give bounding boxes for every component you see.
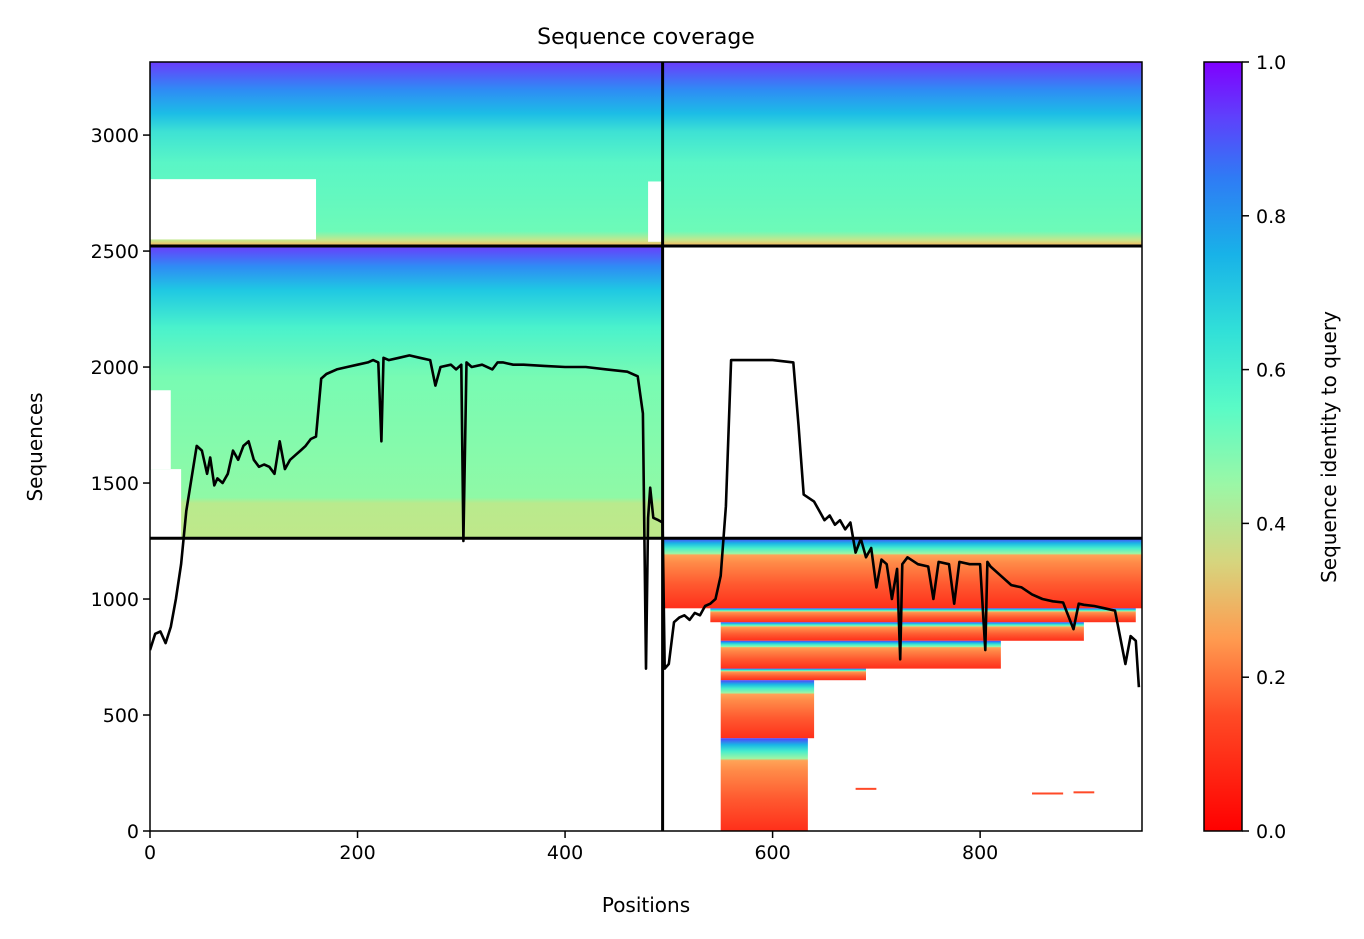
x-tick-label: 400	[547, 842, 583, 864]
x-tick-label: 0	[144, 842, 156, 864]
coverage-row	[1073, 791, 1095, 794]
coverage-gap	[150, 179, 317, 240]
colorbar-ticks: 0.0 0.2 0.4 0.6 0.8 1.0	[1242, 52, 1286, 843]
colorbar-gradient	[1203, 61, 1243, 832]
y-axis: 0 500 1000 1500 2000 2500 3000	[91, 125, 150, 843]
y-axis-label: Sequences	[23, 392, 47, 501]
coverage-gaps	[150, 179, 663, 539]
coverage-band	[720, 738, 808, 831]
x-tick-label: 600	[754, 842, 790, 864]
block-top-right	[662, 62, 1142, 246]
colorbar-tick-label: 0.4	[1256, 513, 1286, 535]
colorbar-tick-label: 0.8	[1256, 206, 1286, 228]
plot-area	[150, 62, 1142, 831]
y-tick-label: 2000	[91, 357, 139, 379]
block-boundaries	[150, 62, 1142, 831]
colorbar-tick-label: 0.2	[1256, 667, 1286, 689]
colorbar-tick-label: 0.6	[1256, 360, 1286, 382]
coverage-line	[150, 354, 1141, 688]
x-tick-label: 800	[962, 842, 998, 864]
y-tick-label: 3000	[91, 125, 139, 147]
chart-title: Sequence coverage	[537, 25, 755, 50]
coverage-row	[1032, 792, 1064, 795]
coverage-band	[720, 680, 815, 739]
coverage-gap	[150, 390, 171, 470]
colorbar: 0.0 0.2 0.4 0.6 0.8 1.0 Sequence identity to …	[1203, 52, 1341, 843]
y-tick-label: 1500	[91, 473, 139, 495]
y-tick-label: 500	[103, 705, 139, 727]
block-middle-left	[150, 245, 663, 539]
axes-frame	[149, 61, 1143, 832]
y-tick-label: 1000	[91, 589, 139, 611]
colorbar-tick-label: 1.0	[1256, 52, 1286, 74]
x-axis-label: Positions	[602, 893, 690, 917]
x-axis: 0 200 400 600 800	[144, 831, 998, 864]
coverage-band	[720, 622, 1084, 641]
colorbar-label: Sequence identity to query	[1317, 311, 1341, 583]
coverage-band	[720, 640, 1001, 669]
coverage-row	[855, 787, 877, 790]
colorbar-tick-label: 0.0	[1256, 821, 1286, 843]
y-tick-label: 0	[127, 821, 139, 843]
coverage-band	[720, 668, 866, 681]
coverage-gap	[150, 469, 182, 539]
y-tick-label: 2500	[91, 241, 139, 263]
coverage-band	[710, 608, 1136, 623]
coverage-gap	[648, 181, 663, 242]
x-tick-label: 200	[339, 842, 375, 864]
